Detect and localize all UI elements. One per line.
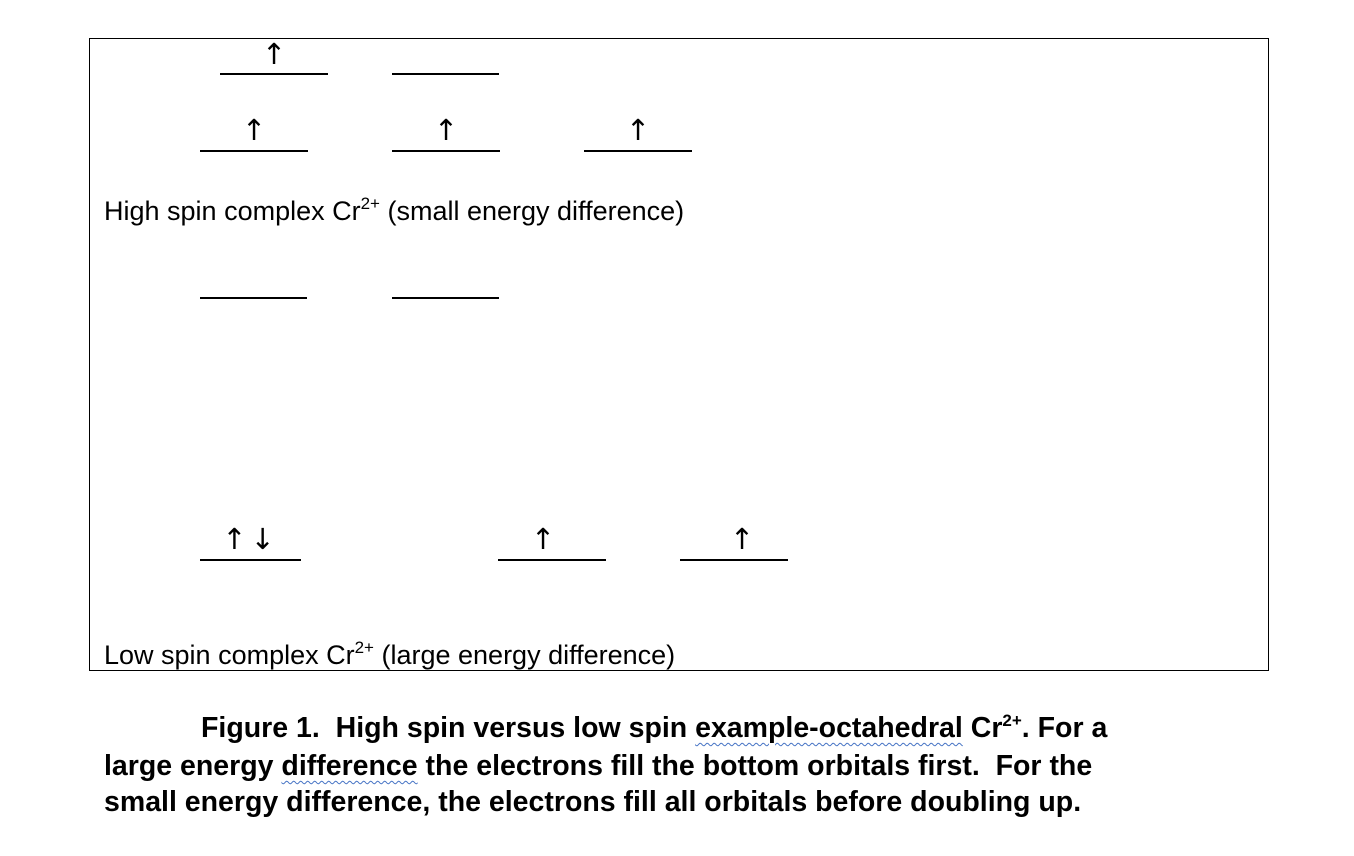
figure-caption-ion: Cr [962,712,1003,744]
figure-caption-line-1: Figure 1. High spin versus low spin exam… [201,710,1107,746]
high-spin-caption-text: High spin complex Cr [104,196,361,226]
electron-arrow-pair-icon: ↑↓ [222,522,279,556]
low-spin-caption: Low spin complex Cr2+ (large energy diff… [104,639,675,671]
orbital-line [392,297,499,299]
electron-arrow-up-icon: ↑ [530,522,556,556]
electron-arrow-up-icon: ↑ [433,113,459,147]
figure-caption-text: large energy [104,750,282,782]
orbital-line [584,150,692,152]
low-spin-caption-text: Low spin complex Cr [104,640,355,670]
charge-superscript: 2+ [354,638,374,657]
figure-label: Figure 1. [201,712,320,744]
charge-superscript: 2+ [360,194,380,213]
electron-arrow-up-icon: ↑ [241,113,267,147]
charge-superscript: 2+ [1002,710,1022,730]
orbital-line [200,150,308,152]
spellcheck-flagged-word[interactable]: difference [281,750,418,782]
orbital-line [220,73,328,75]
high-spin-caption-note: (small energy difference) [379,196,685,226]
orbital-line [680,559,788,561]
figure-caption-text-end: the electrons fill the bottom orbitals f… [417,750,1093,782]
figure-caption-text-end: . For a [1021,712,1108,744]
low-spin-caption-note: (large energy difference) [373,640,676,670]
orbital-line [200,297,307,299]
orbital-line [392,150,500,152]
orbital-line [392,73,499,75]
figure-caption-text: High spin versus low spin [319,712,696,744]
orbital-diagram-box [89,38,1269,671]
high-spin-caption: High spin complex Cr2+ (small energy dif… [104,195,684,227]
electron-arrow-up-icon: ↑ [625,113,651,147]
electron-arrow-up-icon: ↑ [261,37,287,71]
figure-caption-line-3: small energy difference, the electrons f… [104,786,1082,818]
figure-caption-line-2: large energy difference the electrons fi… [104,748,1092,784]
spellcheck-flagged-word[interactable]: example-octahedral [695,712,963,744]
electron-arrow-up-icon: ↑ [729,522,755,556]
orbital-line [200,559,301,561]
orbital-line [498,559,606,561]
